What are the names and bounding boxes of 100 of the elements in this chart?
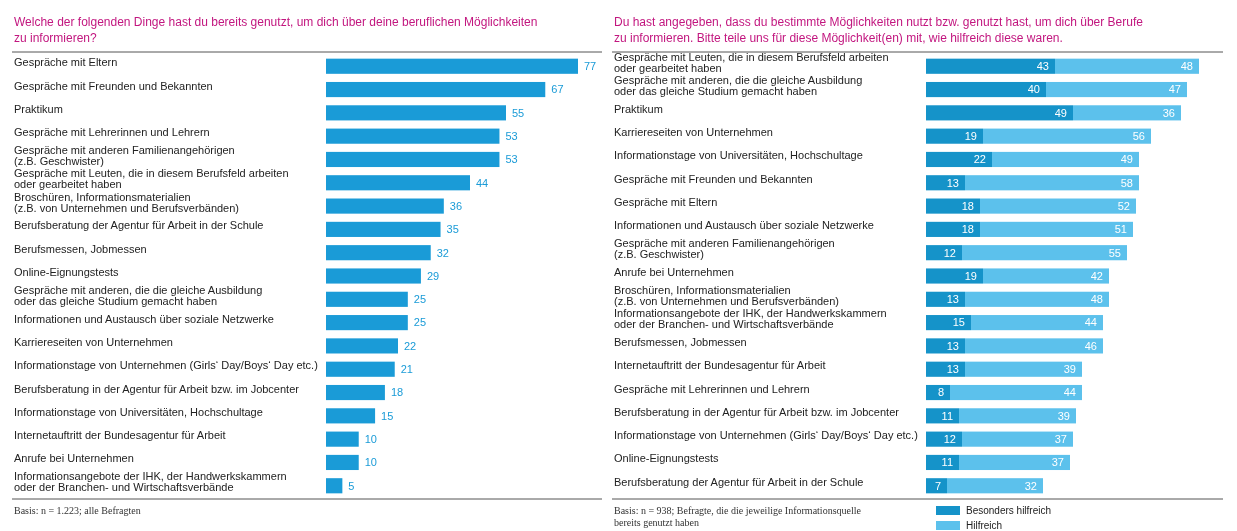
- bar: [326, 58, 578, 74]
- data-label: 18: [390, 386, 404, 399]
- y-tick-label: Informationsangebote der IHK, der Handwerkskammern oder der Branchen- und Wirtschaftsverbände: [614, 307, 887, 331]
- text: Basis: n = 938; Befragte, die die jeweilige Informationsquelle bereits genutzt haben: [614, 505, 862, 528]
- bar: [926, 268, 983, 284]
- data-label: 36: [449, 199, 463, 212]
- y-tick-label: Berufsberatung der Agentur für Arbeit in der Schule: [14, 219, 264, 232]
- bar: [959, 408, 1076, 424]
- data-label: 13: [946, 363, 959, 376]
- data-label: 18: [961, 223, 974, 236]
- data-label: 48: [1090, 293, 1103, 306]
- bar: [965, 175, 1139, 191]
- data-label: 12: [943, 246, 956, 259]
- y-tick-label: Broschüren, Informationsmaterialien (z.B. von Unternehmen und Berufsverbänden): [14, 190, 240, 214]
- bar: [326, 315, 408, 331]
- data-label: 67: [551, 83, 564, 96]
- bar: [1046, 81, 1187, 98]
- text: Basis: n = 1.223; alle Befragten: [14, 505, 141, 516]
- y-tick-label: Online-Eignungstests: [14, 266, 120, 278]
- bar: [926, 221, 980, 237]
- bar: [326, 128, 500, 144]
- data-label: 22: [973, 153, 986, 166]
- y-tick-label: Informationstage von Unternehmen (Girls‘ Day/Boys‘ Day etc.): [614, 429, 918, 442]
- y-tick-label: Gespräche mit Lehrerinnen und Lehrern: [614, 382, 810, 395]
- data-label: 13: [946, 293, 959, 306]
- data-label: 37: [1051, 456, 1064, 469]
- data-label: 42: [1090, 269, 1103, 282]
- bar: [326, 431, 359, 447]
- data-label: 21: [400, 363, 413, 376]
- data-label: 44: [476, 176, 489, 189]
- bar: [959, 454, 1070, 471]
- y-tick-label: Karriereseiten von Unternehmen: [614, 126, 773, 139]
- bar: [326, 384, 385, 401]
- data-label: 10: [364, 433, 377, 445]
- data-label: 5: [348, 479, 355, 492]
- data-label: 15: [952, 316, 965, 329]
- data-label: 35: [446, 223, 459, 236]
- bar: [326, 338, 398, 354]
- data-label: 22: [404, 339, 417, 352]
- data-label: 58: [1120, 176, 1133, 189]
- data-label: 19: [964, 269, 977, 282]
- y-tick-label: Gespräche mit Eltern: [14, 56, 118, 69]
- data-label: 49: [1054, 106, 1067, 119]
- bar: [326, 268, 421, 284]
- bar: [326, 105, 506, 121]
- data-label: 46: [1084, 339, 1097, 352]
- bar: [326, 361, 395, 377]
- data-label: 47: [1168, 83, 1181, 96]
- bar: [962, 431, 1073, 447]
- data-label: 39: [1063, 363, 1076, 376]
- data-label: 15: [381, 409, 394, 422]
- bar: [965, 361, 1082, 377]
- bar: [326, 478, 343, 494]
- data-label: 11: [941, 456, 953, 469]
- bar: [965, 291, 1109, 307]
- bar: [326, 198, 444, 214]
- chart-title: Welche der folgenden Dinge hast du bereits genutzt, um dich über deine beruflichen Möglichkeiten zu informieren?: [14, 15, 538, 45]
- y-tick-label: Gespräche mit Freunden und Bekannten: [614, 172, 813, 185]
- y-tick-label: Berufsberatung in der Agentur für Arbeit bzw. im Jobcenter: [14, 382, 300, 395]
- data-label: 56: [1132, 130, 1145, 143]
- y-tick-label: Praktikum: [14, 102, 63, 115]
- bar: [965, 338, 1103, 354]
- y-tick-label: Informationstage von Universitäten, Hochschultage: [614, 149, 863, 162]
- y-tick-label: Gespräche mit Leuten, die in diesem Berufsfeld arbeiten oder gearbeitet haben: [614, 50, 889, 74]
- data-label: 8: [937, 386, 944, 399]
- bar: [926, 408, 959, 424]
- y-tick-label: Berufsmessen, Jobmessen: [614, 335, 747, 348]
- bar: [971, 315, 1103, 331]
- data-label: 29: [426, 269, 440, 282]
- legend-label: Besonders hilfreich: [966, 505, 1052, 516]
- y-tick-label: Gespräche mit anderen Familienangehörigen (z.B. Geschwister): [14, 143, 235, 167]
- y-tick-label: Berufsmessen, Jobmessen: [14, 242, 147, 255]
- y-tick-label: Gespräche mit anderen Familienangehörigen (z.B. Geschwister): [614, 237, 835, 261]
- data-label: 32: [1024, 479, 1037, 492]
- data-label: 55: [1108, 246, 1121, 259]
- bar: [326, 221, 441, 237]
- data-label: 48: [1180, 60, 1193, 73]
- data-label: 32: [436, 246, 449, 259]
- bar: [983, 128, 1151, 144]
- data-label: 13: [946, 176, 959, 189]
- y-tick-label: Internetauftritt der Bundesagentur für Arbeit: [14, 429, 226, 442]
- bar: [926, 81, 1046, 98]
- y-tick-label: Informationstage von Unternehmen (Girls‘ Day/Boys‘ Day etc.): [14, 359, 318, 372]
- bar: [962, 245, 1127, 261]
- bar: [980, 198, 1136, 214]
- y-tick-label: Broschüren, Informationsmaterialien (z.B. von Unternehmen und Berufsverbänden): [614, 283, 840, 307]
- chart-title: Du hast angegeben, dass du bestimmte Möglichkeiten nutzt bzw. genutzt hast, um dich über Berufe zu informieren. Bitte teile uns für diese Möglichkeit(en) mit, wie hilfreich diese waren.: [614, 15, 1144, 45]
- data-label: 7: [934, 479, 941, 492]
- bar: [326, 454, 359, 471]
- data-label: 25: [413, 293, 427, 306]
- data-label: 53: [505, 153, 518, 166]
- data-label: 40: [1027, 83, 1040, 96]
- y-tick-label: Gespräche mit Lehrerinnen und Lehrern: [14, 126, 210, 139]
- data-label: 55: [512, 106, 525, 119]
- data-label: 39: [1057, 409, 1070, 422]
- y-tick-label: Gespräche mit Eltern: [614, 196, 718, 209]
- y-tick-label: Informationen und Austausch über soziale Netzwerke: [14, 312, 274, 325]
- bar: [326, 291, 408, 307]
- bar: [926, 454, 959, 471]
- bar: [326, 245, 431, 261]
